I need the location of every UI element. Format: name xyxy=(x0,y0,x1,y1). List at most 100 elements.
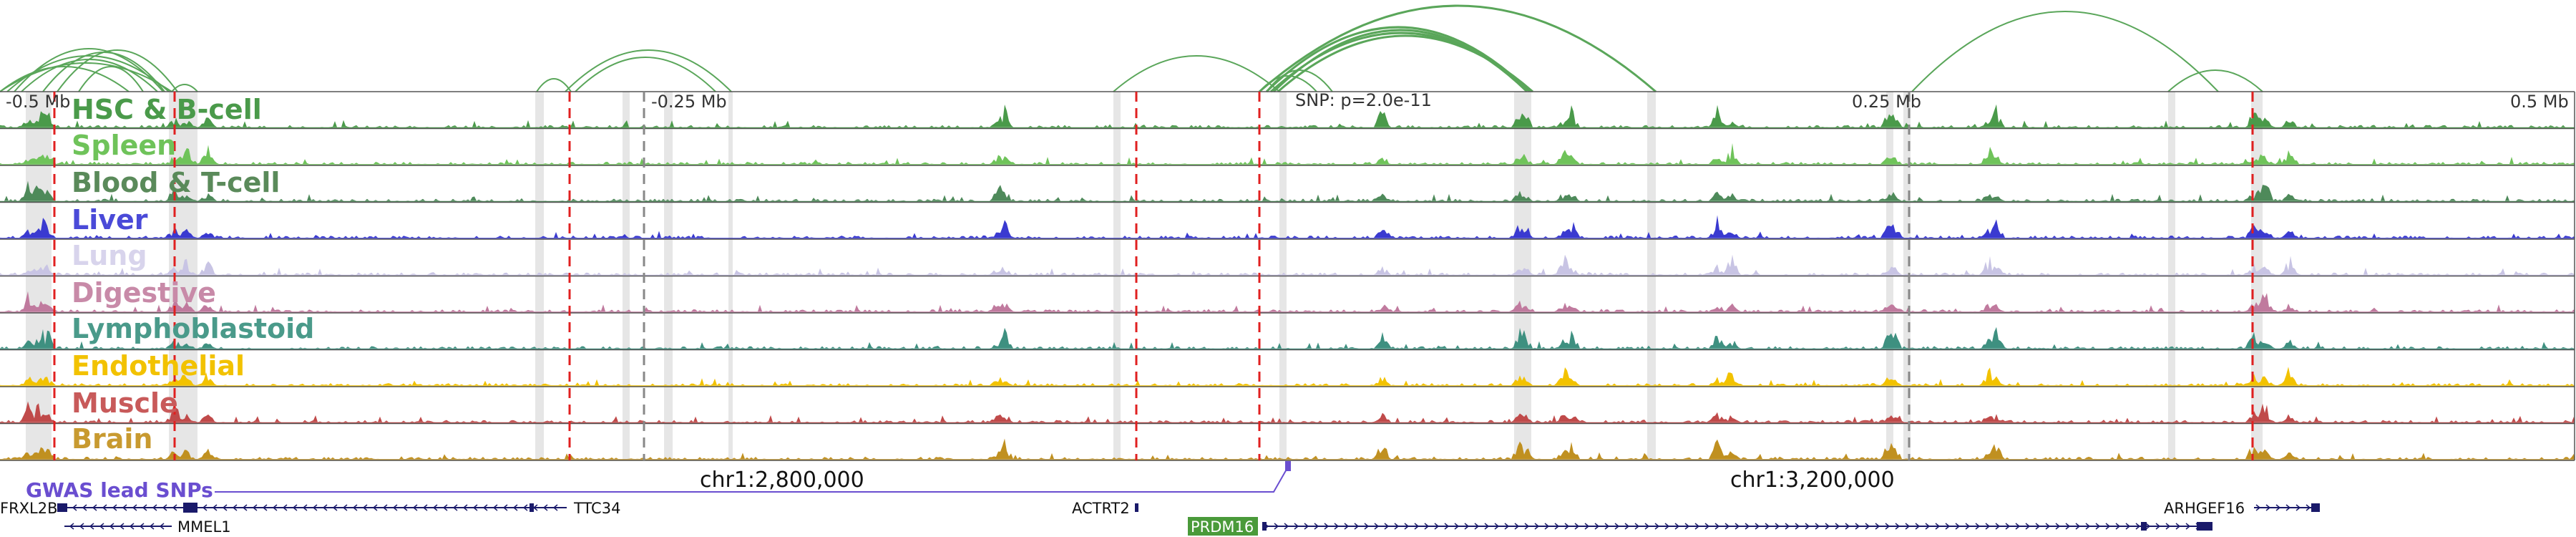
strand-arrow xyxy=(1915,523,1921,530)
strand-arrow xyxy=(1524,523,1530,530)
gene-label-prdm16[interactable]: PRDM16 xyxy=(1191,518,1254,536)
strand-arrow xyxy=(1714,523,1720,530)
track-label-lymphoblastoid: Lymphoblastoid xyxy=(72,313,314,344)
strand-arrow xyxy=(2255,504,2261,511)
strand-arrow xyxy=(472,504,478,511)
strand-arrow xyxy=(132,504,137,511)
strand-arrow xyxy=(552,504,558,511)
signal-track xyxy=(0,438,2575,459)
strand-arrow xyxy=(1294,523,1299,530)
strand-arrow xyxy=(1895,523,1901,530)
interaction-arc xyxy=(171,84,198,92)
strand-arrow xyxy=(2085,523,2091,530)
gene-label-ttc34: TTC34 xyxy=(573,500,620,517)
gene-label-mmel1: MMEL1 xyxy=(177,518,231,536)
strand-arrow xyxy=(452,504,458,511)
strand-arrow xyxy=(99,523,104,530)
strand-arrow xyxy=(522,504,528,511)
strand-arrow xyxy=(1785,523,1790,530)
strand-arrow xyxy=(2035,523,2041,530)
interaction-arc xyxy=(78,66,144,92)
strand-arrow xyxy=(1284,523,1289,530)
strand-arrow xyxy=(1354,523,1360,530)
strand-arrow xyxy=(72,504,77,511)
strand-arrow xyxy=(432,504,438,511)
strand-arrow xyxy=(2125,523,2131,530)
strand-arrow xyxy=(222,504,228,511)
strand-arrow xyxy=(1835,523,1840,530)
strand-arrow xyxy=(392,504,398,511)
strand-arrow xyxy=(1384,523,1390,530)
strand-arrow xyxy=(1885,523,1890,530)
strand-arrow xyxy=(1514,523,1520,530)
strand-arrow xyxy=(512,504,518,511)
track-label-endothelial: Endothelial xyxy=(72,350,245,382)
strand-arrow xyxy=(322,504,328,511)
interaction-arc xyxy=(1113,55,1280,92)
interaction-arc xyxy=(575,57,716,92)
strand-arrow xyxy=(1825,523,1830,530)
gene-label-arhgef16: ARHGEF16 xyxy=(2164,500,2245,517)
strand-arrow xyxy=(172,504,177,511)
strand-arrow xyxy=(1684,523,1690,530)
strand-arrow xyxy=(2145,523,2151,530)
strand-arrow xyxy=(232,504,238,511)
strand-arrow xyxy=(1474,523,1480,530)
strand-arrow xyxy=(1364,523,1370,530)
strand-arrow xyxy=(1484,523,1490,530)
strand-arrow xyxy=(1735,523,1740,530)
strand-arrow xyxy=(352,504,358,511)
strand-arrow xyxy=(292,504,298,511)
strand-arrow xyxy=(92,504,97,511)
strand-arrow xyxy=(2135,523,2141,530)
strand-arrow xyxy=(1805,523,1810,530)
track-labels: HSC & B-cell Spleen Blood & T-cell Liver… xyxy=(72,94,314,455)
strand-arrow xyxy=(302,504,308,511)
axis-tick-label: 0.25 Mb xyxy=(1852,92,1921,112)
strand-arrow xyxy=(1995,523,2001,530)
signal-track xyxy=(0,142,2575,164)
track-label-muscle: Muscle xyxy=(72,387,178,419)
strand-arrow xyxy=(102,504,107,511)
strand-arrow xyxy=(1344,523,1350,530)
strand-arrow xyxy=(2105,523,2111,530)
strand-arrow xyxy=(2055,523,2061,530)
signal-track xyxy=(0,180,2575,201)
exon xyxy=(2197,522,2212,531)
strand-arrow xyxy=(2015,523,2021,530)
interaction-arc xyxy=(1265,26,1531,93)
interaction-arc xyxy=(1259,4,1657,93)
strand-arrow xyxy=(1434,523,1440,530)
strand-arrow xyxy=(2285,504,2291,511)
gwas-connector xyxy=(215,466,1289,493)
strand-arrow xyxy=(242,504,248,511)
strand-arrow xyxy=(2275,504,2281,511)
strand-arrow xyxy=(1875,523,1880,530)
strand-arrow xyxy=(1694,523,1700,530)
strand-arrow xyxy=(2095,523,2101,530)
strand-arrow xyxy=(1394,523,1400,530)
strand-arrow xyxy=(272,504,278,511)
track-label-blood-tcell: Blood & T-cell xyxy=(72,167,280,198)
signal-track xyxy=(0,326,2575,349)
strand-arrow xyxy=(202,504,208,511)
strand-arrow xyxy=(2296,504,2301,511)
strand-arrow xyxy=(1664,523,1670,530)
gwas-snp-marker[interactable] xyxy=(1285,461,1291,471)
strand-arrow xyxy=(412,504,418,511)
signal-track xyxy=(0,291,2575,311)
strand-arrow xyxy=(149,523,155,530)
strand-arrow xyxy=(1374,523,1380,530)
strand-arrow xyxy=(1925,523,1931,530)
strand-arrow xyxy=(1674,523,1680,530)
interaction-arc xyxy=(0,66,130,92)
strand-arrow xyxy=(2115,523,2121,530)
strand-arrow xyxy=(1624,523,1630,530)
strand-arrow xyxy=(69,523,74,530)
signal-track xyxy=(0,254,2575,275)
strand-arrow xyxy=(1494,523,1500,530)
strand-arrow xyxy=(342,504,348,511)
strand-arrow xyxy=(1704,523,1710,530)
axis-tick-label: 0.5 Mb xyxy=(2510,92,2569,112)
